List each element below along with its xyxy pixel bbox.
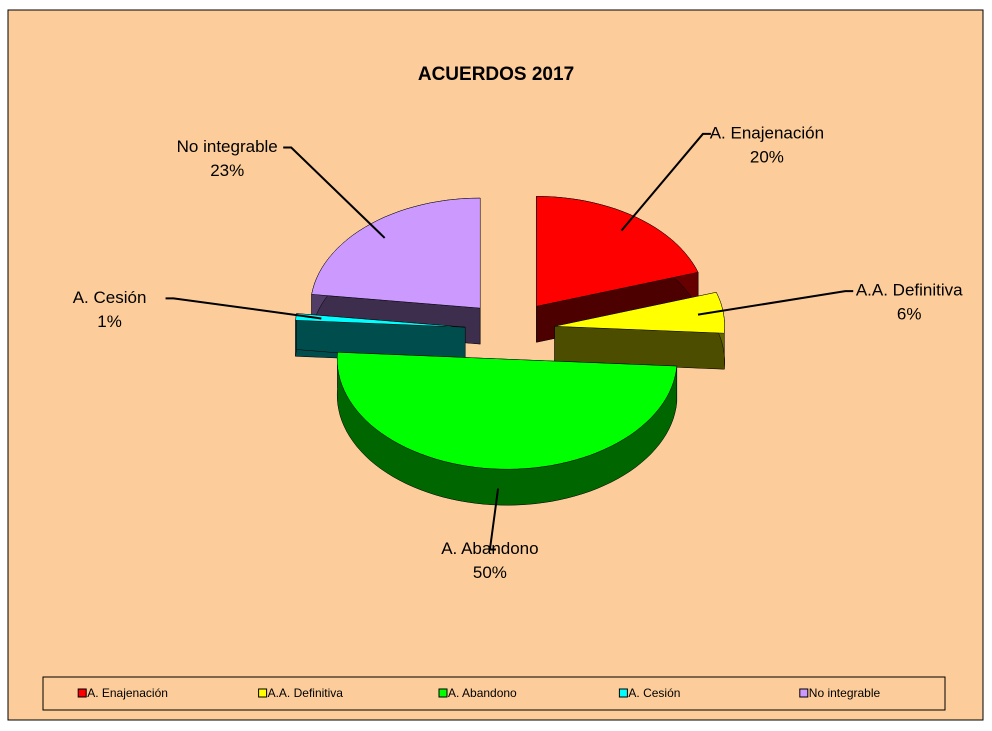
legend-swatch	[438, 688, 448, 698]
slice-top	[336, 352, 678, 470]
legend-box	[42, 676, 946, 711]
data-label-name: A. Abandono	[441, 539, 538, 558]
legend-label: A.A. Definitiva	[268, 686, 344, 700]
legend-label: A. Cesión	[628, 686, 680, 700]
slice-top	[536, 196, 699, 307]
legend-swatch	[799, 688, 809, 698]
legend-label: No integrable	[809, 686, 881, 700]
legend-swatch	[618, 688, 628, 698]
slice-top	[554, 292, 725, 334]
legend-label: A. Enajenación	[87, 686, 168, 700]
data-label-value: 50%	[473, 563, 507, 582]
chart-title: ACUERDOS 2017	[418, 64, 574, 85]
data-label-value: 6%	[897, 305, 922, 324]
leader-line	[620, 132, 711, 232]
leader-line	[283, 146, 386, 239]
data-label-value: 23%	[210, 161, 244, 180]
slice	[311, 197, 481, 345]
legend-swatch	[77, 688, 87, 698]
slice-top	[311, 197, 481, 309]
slice-top	[295, 313, 466, 328]
legend-label: A. Abandono	[448, 686, 517, 700]
data-label-value: 1%	[97, 312, 122, 331]
legend-swatch	[258, 688, 268, 698]
data-label-name: A. Enajenación	[710, 123, 824, 142]
leader-line	[488, 488, 500, 551]
data-label-name: A.A. Definitiva	[856, 281, 963, 300]
leader-line	[697, 290, 854, 316]
slice	[336, 352, 678, 506]
data-label-name: A. Cesión	[73, 288, 147, 307]
leader-line	[165, 297, 322, 320]
data-label-value: 20%	[750, 147, 784, 166]
slice	[554, 291, 725, 370]
data-label-name: No integrable	[177, 137, 278, 156]
